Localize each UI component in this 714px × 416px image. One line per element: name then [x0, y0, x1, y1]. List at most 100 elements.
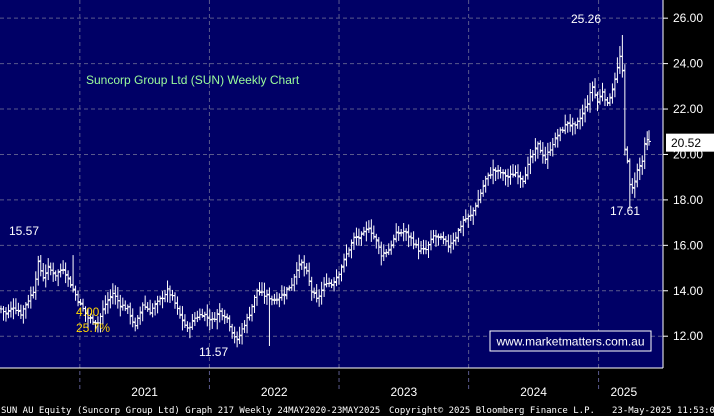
- price-bar: [334, 269, 339, 287]
- price-bar: [207, 309, 212, 331]
- price-bar: [493, 167, 498, 182]
- annotation-2025-low: 17.61: [610, 204, 640, 218]
- price-bar: [535, 141, 540, 159]
- price-bar: [138, 306, 143, 325]
- footer: SUN AU Equity (Suncorp Group Ltd) Graph …: [1, 406, 714, 416]
- price-bar: [461, 215, 466, 237]
- price-bar: [8, 301, 13, 318]
- price-bar: [496, 165, 501, 180]
- price-bar: [51, 262, 56, 282]
- price-bar: [416, 237, 421, 260]
- footer-left: SUN AU Equity (Suncorp Group Ltd) Graph …: [1, 406, 380, 416]
- last-price-label: 20.52: [671, 136, 701, 150]
- price-bar: [598, 89, 603, 105]
- price-bar: [61, 260, 66, 275]
- price-bar: [41, 262, 46, 282]
- watermark-text: www.marketmatters.com.au: [495, 335, 644, 349]
- y-tick-label: 18.00: [673, 193, 703, 207]
- annotation-2022-low: 11.57: [199, 345, 228, 359]
- price-bar: [88, 313, 93, 324]
- x-tick-label: 2023: [390, 385, 417, 399]
- price-bar: [523, 166, 528, 185]
- price-bar: [46, 258, 51, 281]
- y-tick-label: 24.00: [673, 57, 703, 71]
- watermark-frame: [489, 330, 652, 352]
- x-tick-label: 2024: [520, 385, 547, 399]
- price-bar: [222, 309, 227, 325]
- price-bar: [28, 286, 33, 309]
- price-bar: [515, 164, 520, 185]
- price-bar: [339, 264, 344, 282]
- price-bar: [625, 146, 630, 164]
- x-grid: [79, 0, 600, 392]
- price-bar: [100, 300, 105, 325]
- price-bar: [71, 255, 76, 293]
- price-bar: [404, 228, 409, 241]
- price-bar: [309, 276, 314, 301]
- price-bar: [359, 231, 364, 246]
- price-bar: [83, 306, 88, 322]
- price-bar: [486, 172, 491, 186]
- annotation-2020-high: 15.57: [9, 224, 39, 238]
- price-bar: [143, 295, 148, 310]
- price-bar: [220, 308, 225, 321]
- price-bar: [274, 292, 279, 305]
- price-bar: [108, 289, 113, 309]
- price-bar: [257, 282, 262, 296]
- last-price-tag: 20.52: [666, 133, 714, 152]
- price-bar: [563, 114, 568, 135]
- price-bar: [217, 303, 222, 323]
- price-bar: [205, 304, 210, 327]
- price-bar: [528, 149, 533, 175]
- price-bar: [78, 298, 83, 306]
- price-bar: [580, 104, 585, 127]
- price-bar: [312, 287, 317, 299]
- price-bar: [615, 57, 620, 84]
- price-bar: [610, 83, 615, 104]
- price-bar: [511, 164, 516, 178]
- price-bar: [555, 128, 560, 148]
- price-bar: [436, 233, 441, 246]
- price-bar: [635, 163, 640, 188]
- price-bar: [364, 221, 369, 242]
- price-bar: [607, 93, 612, 107]
- price-bar: [647, 130, 651, 146]
- price-bar: [145, 302, 150, 312]
- price-bar: [349, 239, 354, 259]
- price-bar: [560, 126, 565, 133]
- price-bar: [642, 137, 647, 170]
- price-bar: [279, 285, 284, 301]
- price-bar: [543, 146, 548, 164]
- price-bar: [272, 293, 277, 305]
- price-bar: [456, 227, 461, 243]
- price-bar: [386, 243, 391, 256]
- x-tick-label: 2021: [131, 385, 158, 399]
- footer-timestamp: 23-May-2025 11:53:08: [612, 406, 714, 416]
- last-price-box: [666, 133, 714, 152]
- price-bar: [158, 295, 163, 306]
- price-bar: [135, 314, 140, 330]
- price-bar: [58, 263, 63, 278]
- price-bar: [503, 169, 508, 186]
- price-bar: [66, 270, 71, 287]
- price-bar: [180, 306, 185, 331]
- price-bar: [16, 302, 21, 317]
- price-bar: [518, 171, 523, 188]
- price-bar: [568, 114, 573, 132]
- price-bar: [284, 286, 289, 300]
- price-bar: [612, 72, 617, 98]
- price-bar: [200, 308, 205, 318]
- price-bar: [63, 262, 68, 284]
- price-bar: [381, 244, 386, 262]
- price-bar: [585, 95, 590, 112]
- price-bar: [307, 262, 312, 286]
- price-bar: [371, 225, 376, 240]
- price-bar: [319, 281, 324, 305]
- price-bar: [43, 264, 48, 288]
- price-bar: [118, 294, 123, 317]
- y-tick-label: 16.00: [673, 238, 703, 252]
- price-bar: [637, 157, 642, 181]
- price-bar: [235, 331, 240, 348]
- plot-background: [0, 0, 663, 368]
